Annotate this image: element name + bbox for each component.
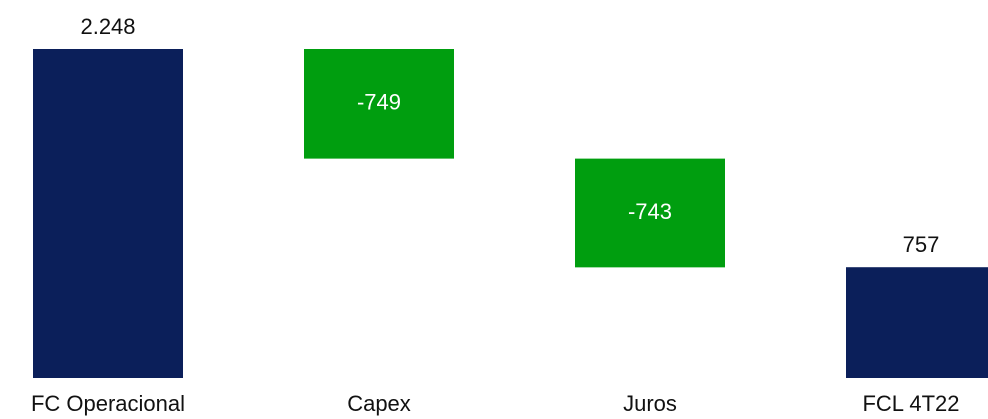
- bar: [575, 158, 725, 268]
- x-tick-label: FCL 4T22: [862, 391, 959, 416]
- value-label: 757: [903, 232, 940, 257]
- bar: [846, 267, 988, 378]
- bar: [304, 49, 454, 159]
- value-label: 2.248: [80, 14, 135, 39]
- x-tick-label: FC Operacional: [31, 391, 185, 416]
- x-tick-label: Capex: [347, 391, 411, 416]
- bar: [33, 49, 183, 378]
- x-tick-label: Juros: [623, 391, 677, 416]
- value-label: -749: [357, 90, 401, 115]
- value-label: -743: [628, 199, 672, 224]
